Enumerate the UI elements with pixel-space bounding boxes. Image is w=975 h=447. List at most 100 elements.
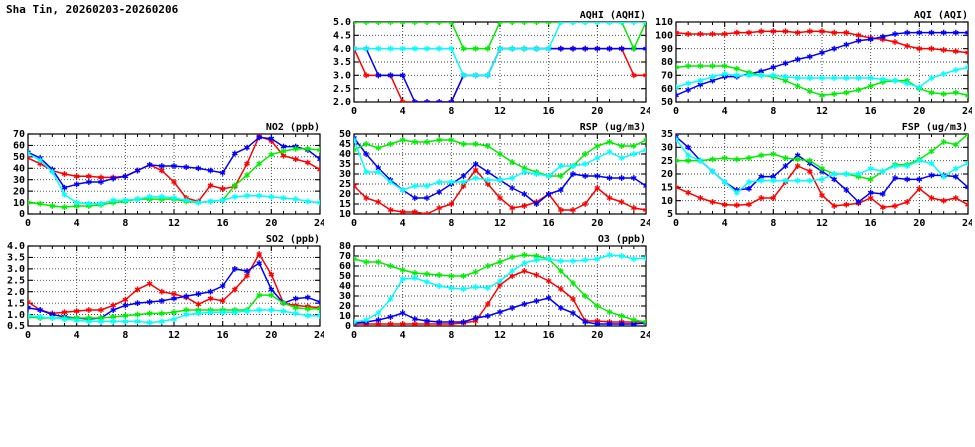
y-tick-label: 60 [13, 141, 25, 152]
y-tick-label: 50 [339, 271, 351, 282]
x-tick-label: 24 [640, 106, 650, 117]
x-tick-label: 24 [314, 218, 324, 229]
x-tick-label: 16 [543, 218, 555, 229]
panel-no2: 0 10 20 30 40 50 60 70 0 4 8 12 16 20 24 NO2 (ppb) [4, 120, 324, 232]
y-tick-label: 80 [661, 57, 673, 68]
y-tick-label: 70 [661, 71, 673, 82]
y-tick-label: 35 [339, 159, 351, 170]
x-tick-label: 8 [770, 106, 776, 117]
series-run-4 [28, 307, 320, 326]
panel-rsp: 10 15 20 25 30 35 40 45 50 0 4 8 12 16 20 24 RSP (ug/m3) [330, 120, 650, 232]
y-tick-label: 20 [339, 189, 351, 200]
x-tick-label: 0 [351, 330, 357, 341]
x-tick-label: 24 [314, 330, 324, 341]
panel-title-aqi: AQI (AQI) [914, 10, 968, 21]
panel-aqhi: 2.0 2.5 3.0 3.5 4.0 4.5 5.0 0 4 8 12 16 20 24 AQHI (AQ… [330, 8, 650, 120]
y-tick-label: 10 [339, 311, 351, 322]
x-tick-label: 16 [865, 106, 877, 117]
panel-title-fsp: FSP (ug/m3) [902, 122, 968, 133]
y-tick-label: 40 [339, 281, 351, 292]
y-tick-label: 15 [339, 199, 351, 210]
x-tick-label: 24 [962, 106, 972, 117]
x-tick-label: 0 [351, 106, 357, 117]
y-tick-label: 30 [339, 291, 351, 302]
y-tick-label: 20 [339, 301, 351, 312]
x-tick-label: 20 [913, 218, 925, 229]
y-tick-label: 80 [339, 241, 351, 252]
x-tick-label: 8 [448, 330, 454, 341]
x-tick-label: 4 [722, 218, 728, 229]
series-run-4 [354, 22, 646, 79]
panel-title-no2: NO2 (ppb) [266, 122, 320, 133]
y-tick-label: 1.0 [7, 310, 25, 321]
x-tick-label: 4 [74, 330, 80, 341]
y-tick-label: 60 [339, 261, 351, 272]
chart-aqhi: 2.0 2.5 3.0 3.5 4.0 4.5 5.0 0 4 8 12 16 20 24 AQHI (AQ… [333, 10, 650, 117]
x-tick-label: 12 [494, 330, 506, 341]
x-tick-label: 12 [494, 218, 506, 229]
y-tick-label: 40 [339, 149, 351, 160]
y-tick-label: 110 [655, 17, 673, 28]
y-tick-label: 5 [667, 209, 673, 220]
page-title: Sha Tin, 20260203-20260206 [6, 3, 179, 16]
y-tick-label: 35 [661, 129, 673, 140]
x-tick-label: 0 [351, 218, 357, 229]
y-tick-label: 50 [661, 97, 673, 108]
y-tick-label: 70 [339, 251, 351, 262]
x-tick-label: 8 [448, 218, 454, 229]
x-tick-label: 0 [673, 218, 679, 229]
y-tick-label: 2.0 [333, 97, 351, 108]
y-tick-label: 25 [339, 179, 351, 190]
x-tick-label: 24 [962, 218, 972, 229]
x-tick-label: 20 [591, 218, 603, 229]
y-tick-label: 3.5 [333, 57, 351, 68]
x-tick-label: 8 [122, 218, 128, 229]
y-tick-label: 3.0 [333, 71, 351, 82]
y-tick-label: 0.5 [7, 321, 25, 332]
x-tick-label: 16 [217, 218, 229, 229]
series-run-4 [354, 252, 646, 325]
panel-so2: 0.5 1.0 1.5 2.0 2.5 3.0 3.5 4.0 0 4 8 12 16 20 24 SO2 (… [4, 232, 324, 344]
x-tick-label: 4 [74, 218, 80, 229]
y-tick-label: 2.0 [7, 287, 25, 298]
y-tick-label: 3.5 [7, 253, 25, 264]
x-tick-label: 8 [770, 218, 776, 229]
y-tick-label: 10 [661, 196, 673, 207]
x-tick-label: 8 [122, 330, 128, 341]
y-tick-label: 0 [19, 209, 25, 220]
y-tick-label: 70 [13, 129, 25, 140]
chart-fsp: 5 10 15 20 25 30 35 0 4 8 12 16 20 24 FSP (ug/m3) [661, 122, 972, 229]
x-tick-label: 12 [816, 106, 828, 117]
x-tick-label: 12 [168, 218, 180, 229]
x-tick-label: 20 [265, 330, 277, 341]
series-run-4 [676, 64, 968, 91]
panel-title-o3: O3 (ppb) [598, 234, 646, 245]
y-tick-label: 3.0 [7, 264, 25, 275]
y-tick-label: 25 [661, 156, 673, 167]
panel-fsp: 5 10 15 20 25 30 35 0 4 8 12 16 20 24 FSP (ug/m3) [652, 120, 972, 232]
x-tick-label: 12 [494, 106, 506, 117]
series-run-4 [28, 150, 320, 207]
x-tick-label: 0 [25, 330, 31, 341]
y-tick-label: 30 [13, 175, 25, 186]
x-tick-label: 12 [816, 218, 828, 229]
x-tick-label: 4 [400, 218, 406, 229]
x-tick-label: 20 [913, 106, 925, 117]
x-tick-label: 4 [400, 330, 406, 341]
y-tick-label: 2.5 [7, 275, 25, 286]
panel-title-so2: SO2 (ppb) [266, 234, 320, 245]
chart-so2: 0.51.01.52.02.53.03.54.0 0 4 8 12 16 20 24 SO2 (… [7, 234, 324, 341]
y-tick-label: 10 [13, 198, 25, 209]
y-tick-label: 2.5 [333, 84, 351, 95]
panel-title-aqhi: AQHI (AQHI) [580, 10, 646, 21]
y-tick-label: 4.0 [333, 44, 351, 55]
x-tick-label: 20 [591, 106, 603, 117]
y-tick-label: 100 [655, 31, 673, 42]
x-tick-label: 20 [265, 218, 277, 229]
y-tick-label: 40 [13, 163, 25, 174]
series-run-4 [676, 136, 968, 196]
chart-aqi: 50 60 70 80 90 100 110 0 4 8 12 16 20 24 AQI (AQI) [655, 10, 972, 117]
